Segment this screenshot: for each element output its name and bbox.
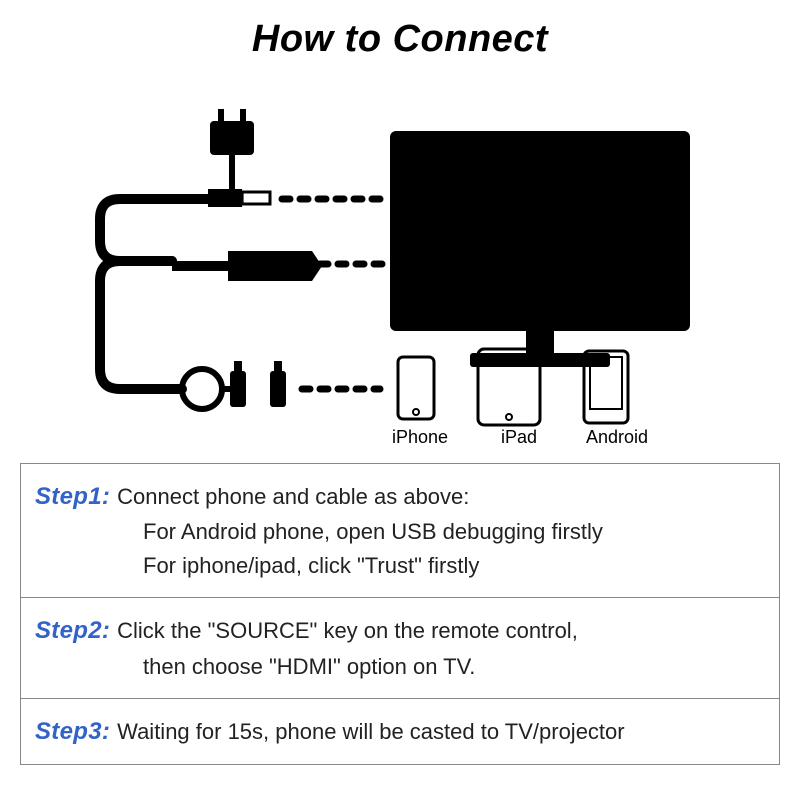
step-label: Step1: <box>35 483 117 510</box>
step-label: Step2: <box>35 617 117 644</box>
step-row: Step1: Connect phone and cable as above:… <box>21 464 780 598</box>
step-line: Click the "SOURCE" key on the remote con… <box>117 618 578 643</box>
steps-body: Step1: Connect phone and cable as above:… <box>21 464 780 765</box>
device-label: Android <box>578 427 656 448</box>
step-label: Step3: <box>35 718 117 745</box>
device-label: iPhone <box>390 427 450 448</box>
diagram-svg <box>20 71 780 451</box>
device-label: iPad <box>488 427 550 448</box>
step-line: then choose "HDMI" option on TV. <box>35 650 765 684</box>
step-row: Step2: Click the "SOURCE" key on the rem… <box>21 598 780 698</box>
step-cell: Step3: Waiting for 15s, phone will be ca… <box>21 698 780 764</box>
step-row: Step3: Waiting for 15s, phone will be ca… <box>21 698 780 764</box>
connection-diagram: iPhone iPad Android <box>20 71 780 451</box>
step-line: Connect phone and cable as above: <box>117 484 469 509</box>
step-cell: Step1: Connect phone and cable as above:… <box>21 464 780 598</box>
step-line: Waiting for 15s, phone will be casted to… <box>117 719 624 744</box>
steps-table: Step1: Connect phone and cable as above:… <box>20 463 780 765</box>
step-cell: Step2: Click the "SOURCE" key on the rem… <box>21 598 780 698</box>
page-title: How to Connect <box>0 0 800 61</box>
step-line: For Android phone, open USB debugging fi… <box>35 515 765 549</box>
step-line: For iphone/ipad, click "Trust" firstly <box>35 549 765 583</box>
